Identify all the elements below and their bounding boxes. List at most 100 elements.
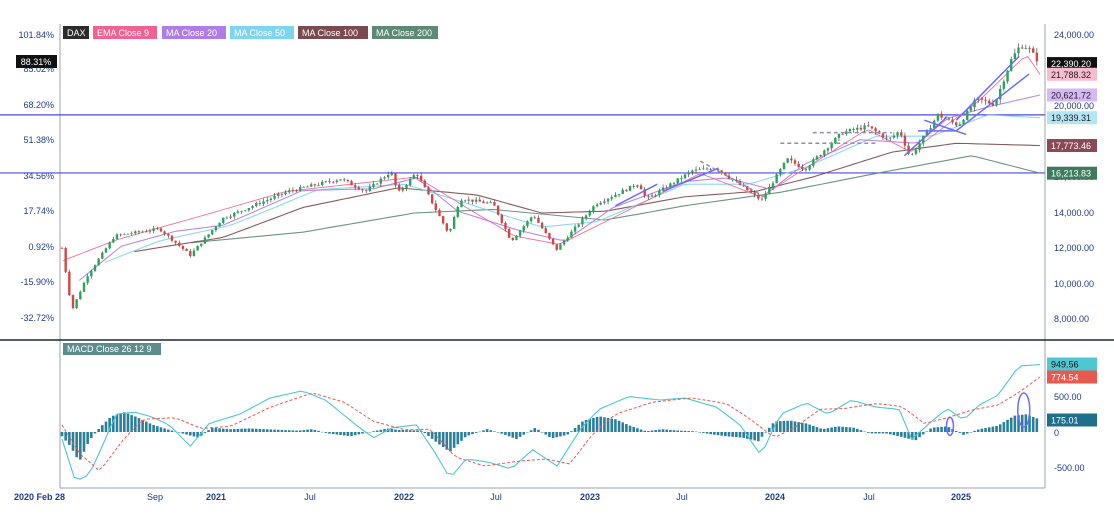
candle-up	[845, 131, 848, 135]
candle-up	[966, 110, 969, 120]
candle-down	[471, 199, 474, 202]
macd-histogram-bar	[232, 429, 236, 432]
candle-up	[599, 202, 602, 205]
macd-histogram-bar	[577, 424, 581, 432]
legend-label: MA Close 50	[234, 28, 285, 38]
macd-histogram-bar	[896, 432, 899, 437]
candle-down	[346, 179, 350, 182]
time-tick-label: Jul	[304, 492, 316, 502]
candle-down	[551, 238, 555, 245]
candle-up	[229, 216, 232, 218]
macd-histogram-bar	[240, 428, 243, 432]
candle-up	[764, 193, 767, 199]
macd-histogram-bar	[676, 430, 680, 432]
candle-up	[815, 156, 819, 160]
trendline	[662, 167, 719, 193]
candle-up	[130, 233, 133, 235]
candle-down	[907, 145, 910, 154]
legend-label: EMA Close 9	[97, 28, 149, 38]
candle-up	[914, 149, 918, 154]
macd-histogram-bar	[822, 428, 826, 432]
candle-up	[812, 159, 815, 166]
macd-histogram-bar	[518, 432, 522, 437]
macd-histogram-bar	[170, 430, 174, 432]
macd-histogram-bar	[921, 432, 925, 435]
macd-histogram-bar	[984, 427, 987, 432]
macd-histogram-bar	[141, 419, 144, 432]
macd-histogram-bar	[375, 430, 379, 432]
macd-histogram-bar	[438, 432, 441, 445]
macd-histogram-bar	[1002, 422, 1006, 432]
macd-histogram-bar	[588, 418, 592, 432]
candle-up	[412, 175, 416, 179]
legend-swatch-ma200[interactable]	[372, 26, 438, 39]
macd-histogram-bar	[757, 432, 760, 442]
candle-up	[368, 186, 372, 192]
macd-histogram-bar	[207, 430, 210, 432]
candle-down	[753, 192, 756, 195]
macd-histogram-bar	[441, 432, 445, 448]
macd-histogram-bar	[251, 428, 254, 432]
candle-up	[1006, 70, 1009, 82]
candle-down	[804, 168, 808, 170]
macd-histogram-bar	[82, 432, 86, 452]
candle-up	[90, 270, 93, 277]
left-current-badge	[16, 55, 57, 68]
candle-up	[925, 129, 929, 136]
legend-swatch-ma100[interactable]	[298, 26, 368, 39]
candle-down	[885, 137, 888, 139]
candle-down	[643, 189, 646, 196]
candle-up	[310, 184, 313, 187]
candle-up	[372, 183, 375, 187]
candle-up	[603, 201, 606, 203]
macd-line	[61, 364, 1041, 480]
macd-histogram-bar	[837, 426, 841, 432]
macd-histogram-bar	[460, 432, 463, 441]
macd-histogram-bar	[815, 427, 819, 432]
macd-histogram-bar	[306, 429, 309, 432]
macd-axis: 500.00 0 -500.00	[1054, 392, 1085, 473]
macd-histogram-bar	[844, 427, 848, 432]
candle-down	[988, 100, 991, 104]
candle-down	[159, 228, 163, 232]
candle-up	[650, 195, 654, 197]
macd-histogram-bar	[280, 429, 284, 432]
candle-up	[379, 178, 383, 184]
price-label-text: 20,621.72	[1051, 90, 1091, 100]
candle-up	[680, 178, 683, 180]
legend-swatch-ma50[interactable]	[230, 26, 294, 39]
candle-down	[68, 271, 71, 295]
macd-histogram-bar	[269, 429, 273, 432]
macd-histogram-bar	[284, 430, 287, 432]
legend-swatch-ema9[interactable]	[93, 26, 157, 39]
macd-histogram-bar	[562, 432, 566, 436]
legend-swatch-dax[interactable]	[63, 26, 89, 39]
macd-histogram-bar	[112, 415, 115, 432]
legend-swatch-ma20[interactable]	[162, 26, 226, 39]
macd-histogram-bar	[936, 427, 940, 432]
candle-up	[474, 199, 478, 202]
ma20-line	[78, 94, 1041, 281]
candle-up	[683, 174, 687, 179]
macd-histogram-bar	[522, 432, 526, 435]
candle-up	[86, 276, 89, 283]
candle-down	[328, 181, 331, 183]
macd-histogram-bar	[559, 432, 562, 437]
macd-histogram-bar	[236, 428, 240, 432]
macd-histogram-bar	[654, 430, 658, 432]
macd-histogram-bar	[353, 432, 357, 436]
candle-up	[123, 233, 126, 235]
candle-up	[962, 119, 965, 125]
macd-histogram-bar	[830, 427, 833, 432]
macd-legend-swatch[interactable]	[63, 343, 161, 355]
candle-down	[1031, 48, 1035, 53]
macd-histogram-bar	[265, 429, 269, 432]
candle-up	[837, 133, 841, 138]
macd-histogram-bar	[427, 432, 430, 436]
macd-histogram-bar	[595, 416, 599, 432]
macd-histogram-bar	[551, 432, 555, 439]
candle-up	[1002, 81, 1006, 89]
macd-histogram-bar	[599, 416, 603, 432]
macd-histogram-bar	[910, 432, 914, 440]
